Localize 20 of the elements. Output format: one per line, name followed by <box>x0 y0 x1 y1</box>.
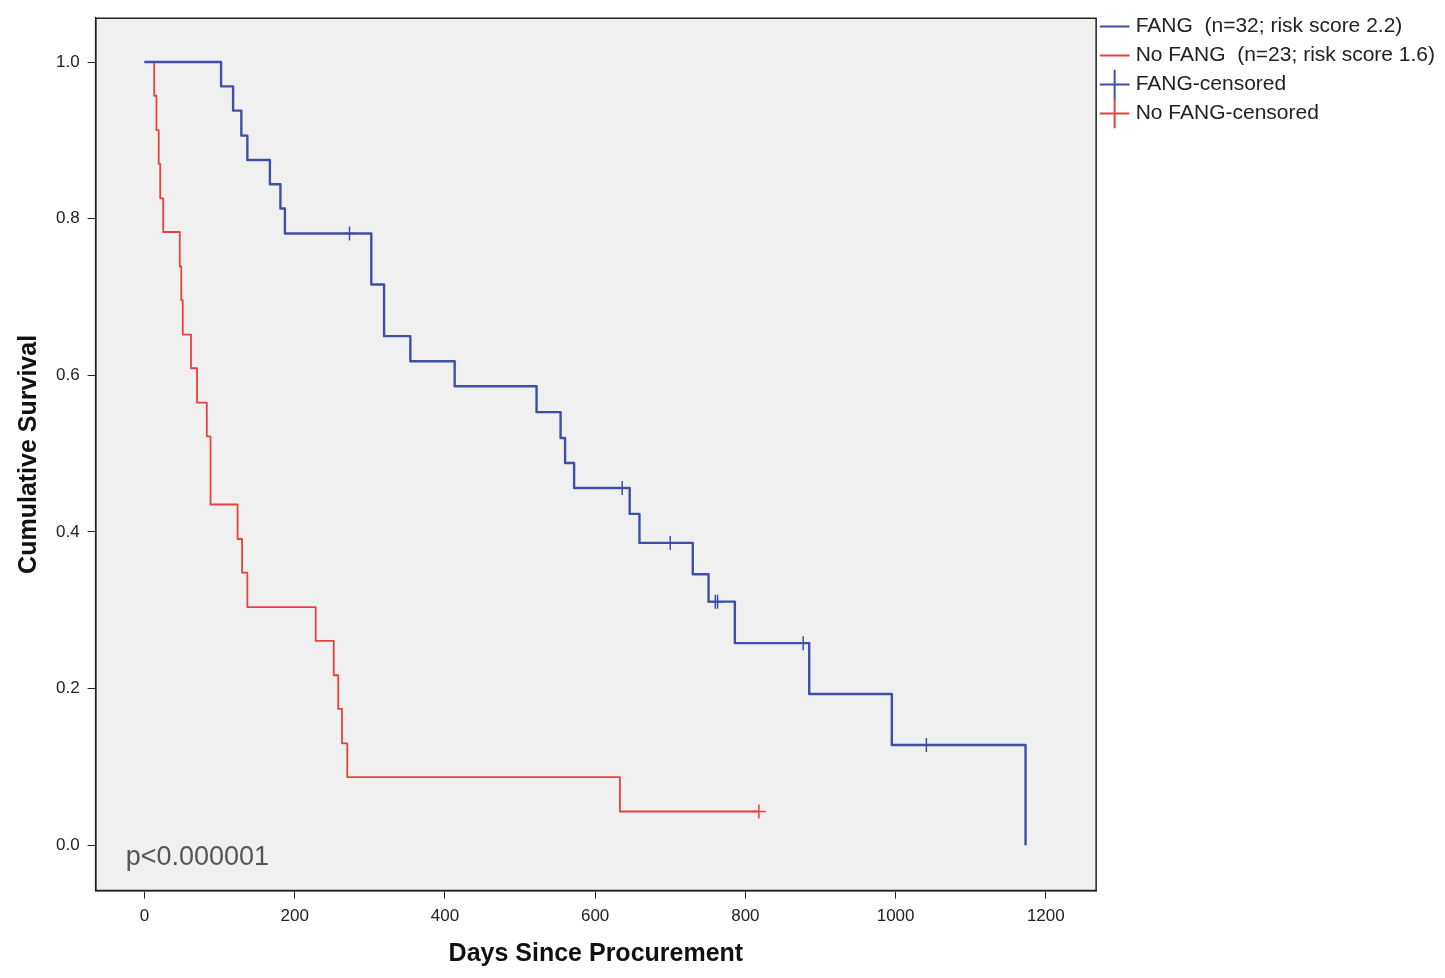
x-tick-label: 800 <box>731 906 760 926</box>
legend-label: FANG-censored <box>1135 71 1287 95</box>
x-tick-label: 1000 <box>876 906 915 926</box>
y-axis-title: Cumulative Survival <box>12 334 41 574</box>
x-axis-title: Days Since Procurement <box>448 937 744 966</box>
y-tick-label: 0.8 <box>55 208 80 228</box>
annotation: p<0.000001 <box>125 840 270 871</box>
legend-label: FANG (n=32; risk score 2.2) <box>1135 13 1403 37</box>
legend-label: No FANG (n=23; risk score 1.6) <box>1135 42 1436 66</box>
x-tick-label: 0 <box>139 906 150 926</box>
legend-label: No FANG-censored <box>1135 100 1319 124</box>
x-tick-label: 200 <box>280 906 309 926</box>
x-tick-label: 400 <box>430 906 460 926</box>
y-tick-label: 0.6 <box>55 364 80 384</box>
x-tick-label: 1200 <box>1026 906 1065 926</box>
y-tick-label: 0.2 <box>55 678 80 698</box>
y-tick-label: 0.0 <box>55 834 80 854</box>
y-tick-label: 0.4 <box>55 521 80 541</box>
x-tick-label: 600 <box>580 906 610 926</box>
y-tick-label: 1.0 <box>55 51 80 71</box>
